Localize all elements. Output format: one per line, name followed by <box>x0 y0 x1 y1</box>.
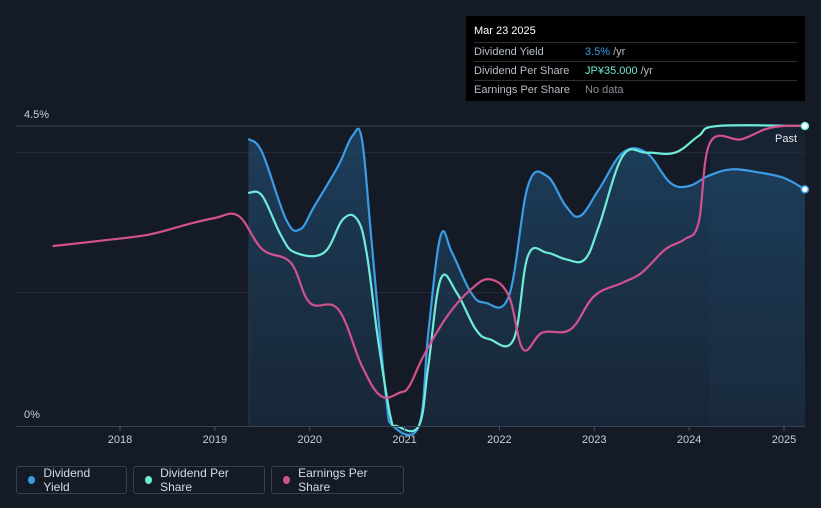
x-tick-label: 2025 <box>772 434 796 446</box>
x-tick-label: 2021 <box>392 434 416 446</box>
x-tick-label: 2024 <box>677 434 701 446</box>
legend-label: Earnings Per Share <box>298 466 368 494</box>
tooltip-label: Dividend Yield <box>474 46 544 58</box>
past-label: Past <box>775 133 797 145</box>
tooltip-value: 3.5% <box>585 46 611 58</box>
x-axis: 2018 2019 2020 2021 2022 2023 2024 2025 <box>16 426 805 446</box>
legend-dot-icon <box>28 476 36 484</box>
series-lines <box>52 124 806 437</box>
series-end-marker <box>800 185 810 194</box>
dividend-yield-area <box>249 128 805 435</box>
legend-label: Dividend Yield <box>43 466 91 494</box>
series-end-marker <box>800 121 810 131</box>
tooltip-unit: /yr <box>640 65 653 77</box>
tooltip-label: Earnings Per Share <box>474 84 570 96</box>
dividend-per-share-line <box>247 124 806 433</box>
tooltip-row-dividend-yield: Dividend Yield 3.5% /yr <box>474 42 797 61</box>
tooltip-label: Dividend Per Share <box>474 65 570 77</box>
dividend-yield-line <box>247 127 806 437</box>
legend-dot-icon <box>283 476 291 484</box>
tooltip-row-dividend-per-share: Dividend Per Share JP¥35.000 /yr <box>474 61 797 80</box>
tooltip-row-earnings-per-share: Earnings Per Share No data <box>474 80 797 99</box>
y-axis: 4.5% 0% <box>24 109 49 421</box>
tooltip-date: Mar 23 2025 <box>474 25 536 37</box>
x-tick-label: 2023 <box>582 434 606 446</box>
legend-item-earnings-per-share[interactable]: Earnings Per Share <box>271 466 404 494</box>
tooltip-value: No data <box>585 84 624 96</box>
series-areas <box>248 128 805 435</box>
x-tick-label: 2020 <box>297 434 321 446</box>
legend-dot-icon <box>145 476 153 484</box>
y-tick-label: 4.5% <box>24 109 49 121</box>
x-tick-label: 2022 <box>487 434 511 446</box>
y-tick-label: 0% <box>24 409 40 421</box>
tooltip: Mar 23 2025 Dividend Yield 3.5% /yr Divi… <box>466 16 805 101</box>
end-markers <box>800 121 810 194</box>
tooltip-value: JP¥35.000 <box>585 65 638 77</box>
earnings-per-share-line <box>52 124 806 399</box>
x-tick-label: 2018 <box>108 434 132 446</box>
legend-label: Dividend Per Share <box>160 466 229 494</box>
x-tick-label: 2019 <box>203 434 227 446</box>
legend-item-dividend-per-share[interactable]: Dividend Per Share <box>133 466 265 494</box>
tooltip-unit: /yr <box>613 46 626 58</box>
legend-item-dividend-yield[interactable]: Dividend Yield <box>16 466 127 494</box>
